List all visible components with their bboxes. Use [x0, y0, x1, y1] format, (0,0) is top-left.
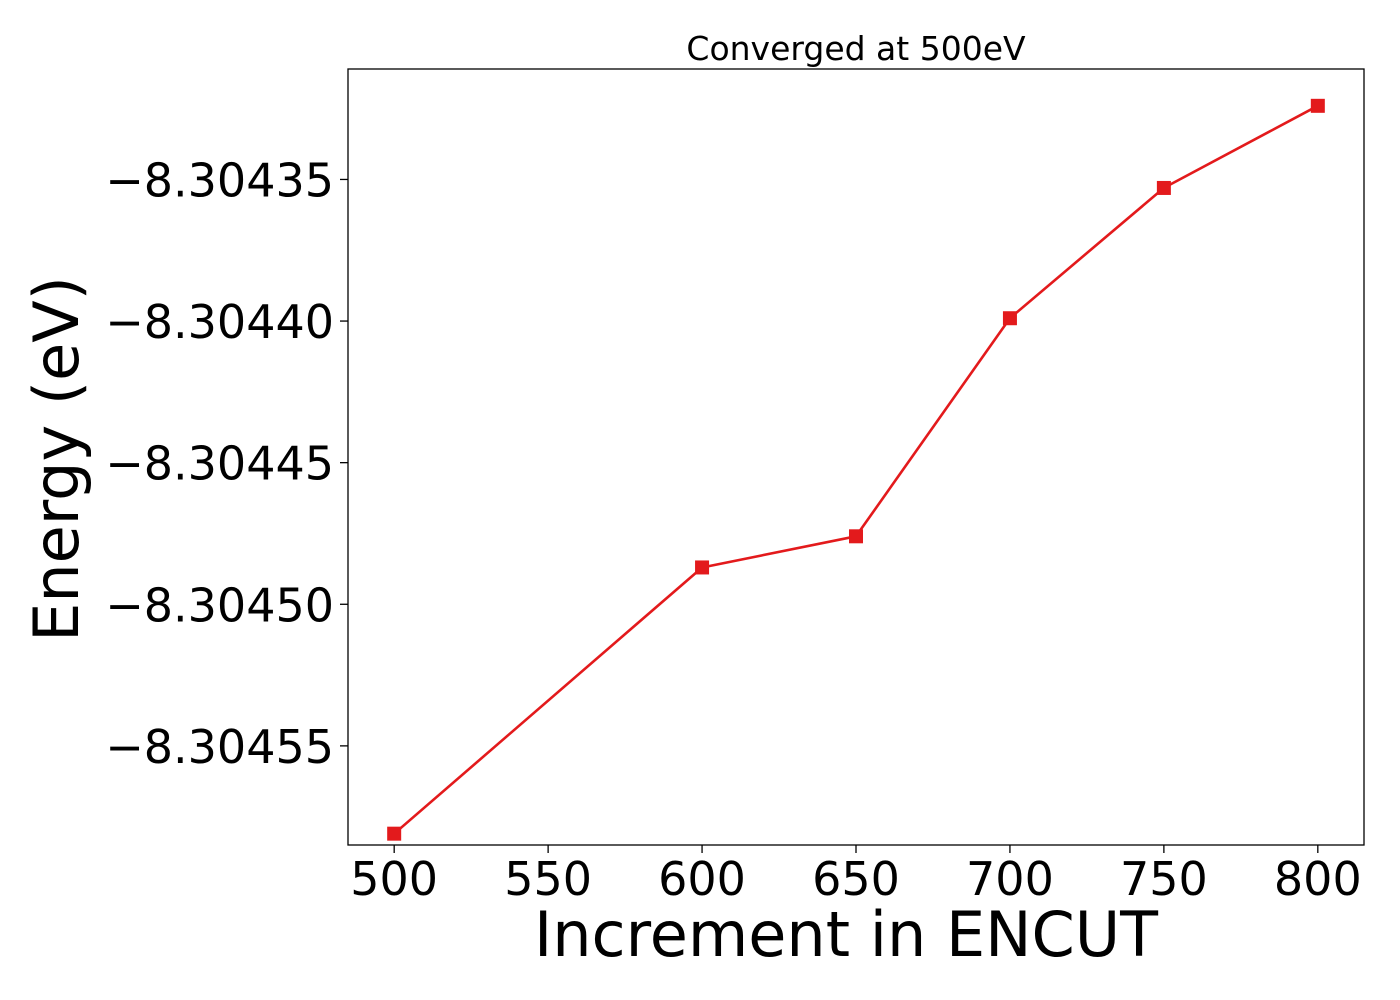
data-point-marker [1310, 98, 1325, 113]
y-tick-label: −8.30455 [105, 720, 334, 774]
x-axis-ticks: 500 550 600 650 700 750 800 [350, 845, 1362, 906]
data-point-marker [387, 826, 402, 841]
chart-title: Converged at 500eV [686, 29, 1026, 68]
data-point-marker [1156, 180, 1171, 195]
data-point-marker [849, 529, 863, 544]
data-point-marker [1002, 311, 1017, 326]
y-axis-ticks: −8.30435 −8.30440 −8.30445 −8.30450 −8.30455 [105, 153, 348, 774]
y-tick-label: −8.30445 [105, 437, 334, 491]
y-axis-label: Energy (eV) [20, 276, 93, 642]
x-tick-label: 600 [658, 852, 746, 906]
y-tick-label: −8.30450 [105, 578, 334, 632]
data-point-marker [695, 560, 710, 575]
y-tick-label: −8.30435 [105, 153, 334, 207]
series-line [393, 104, 1319, 835]
x-tick-label: 750 [1120, 852, 1208, 906]
y-tick-label: −8.30440 [105, 295, 334, 349]
x-tick-label: 800 [1274, 852, 1362, 906]
x-axis-label: Increment in ENCUT [534, 898, 1159, 971]
x-tick-label: 650 [812, 852, 900, 906]
x-tick-label: 700 [966, 852, 1054, 906]
series-layer [387, 98, 1325, 841]
x-tick-label: 550 [504, 852, 592, 906]
x-tick-label: 500 [350, 852, 438, 906]
plot-area-frame [347, 68, 1365, 846]
